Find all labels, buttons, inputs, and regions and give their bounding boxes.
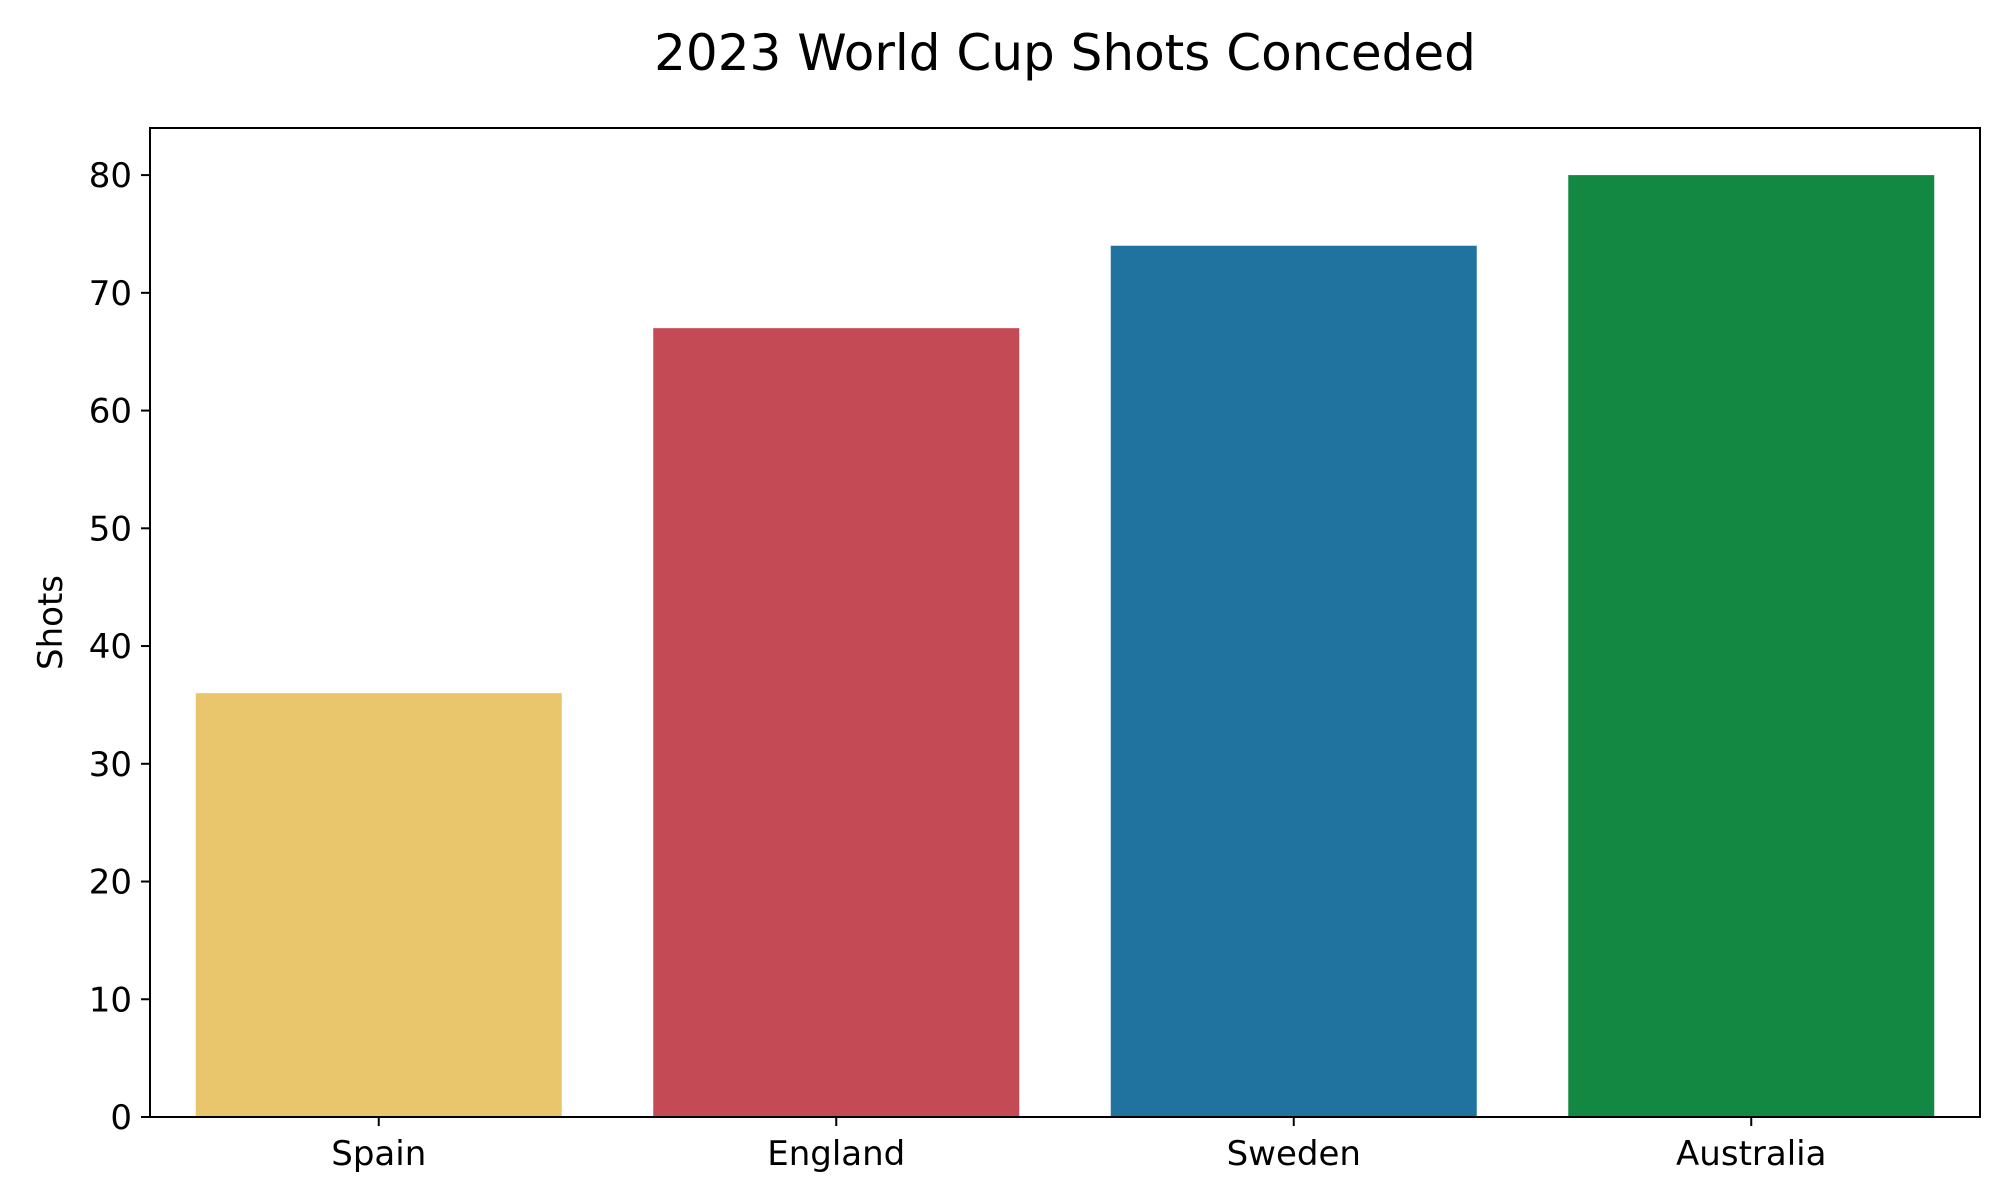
y-axis-title: Shots [31,575,71,670]
y-tick-label: 50 [89,509,132,549]
y-tick-label: 60 [89,392,132,432]
y-tick-label: 0 [110,1098,132,1138]
y-tick-label: 10 [89,980,132,1020]
y-tick-label: 80 [89,156,132,196]
y-tick-label: 40 [89,627,132,667]
bar-spain [195,693,562,1117]
x-tick-label: Australia [1676,1134,1826,1174]
x-tick-label: Sweden [1227,1134,1361,1174]
bar-england [653,328,1020,1117]
y-tick-label: 30 [89,745,132,785]
bars-group [195,175,1935,1118]
y-tick-label: 70 [89,274,132,314]
plot-frame [149,127,1981,1118]
bar-sweden [1110,245,1477,1117]
x-tick-label: Spain [331,1134,426,1174]
x-tick-label: England [767,1134,905,1174]
chart-title: 2023 World Cup Shots Conceded [654,24,1476,82]
x-axis: Spain England Sweden Australia [331,1117,1826,1174]
y-tick-label: 20 [89,863,132,903]
y-axis: 0 10 20 30 40 50 60 70 80 [89,156,150,1138]
bar-australia [1568,175,1935,1118]
